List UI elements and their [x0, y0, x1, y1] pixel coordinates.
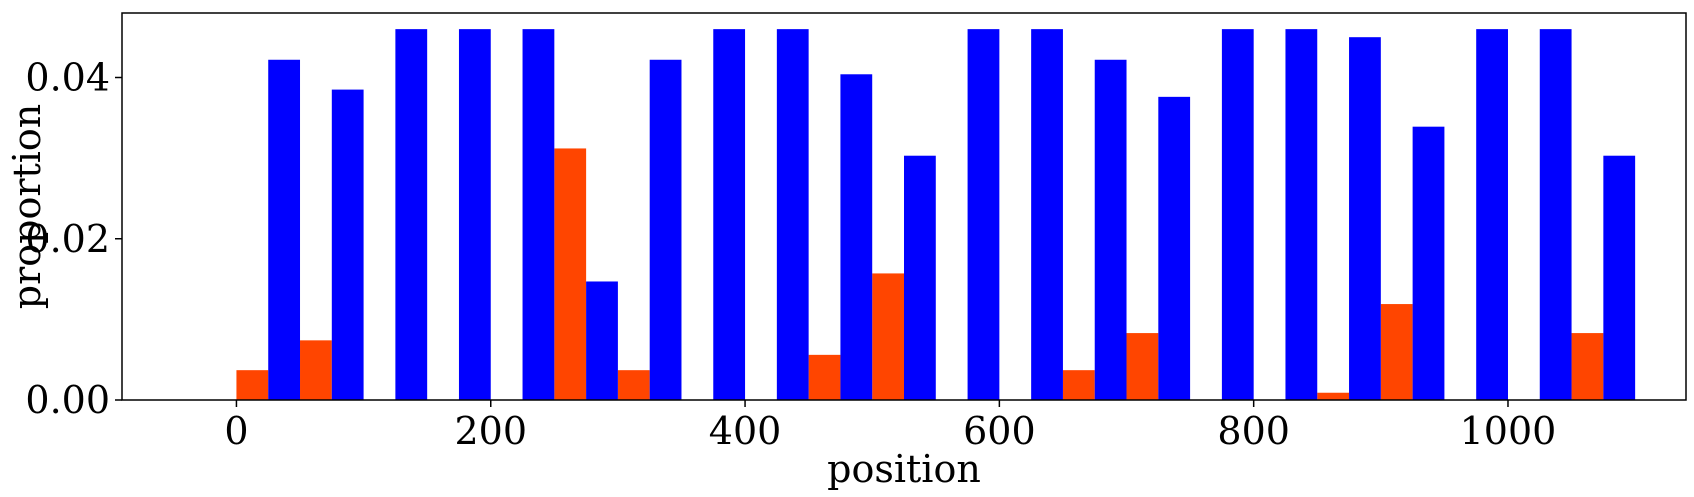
bar-series0-5: [872, 273, 904, 400]
bar-series1-15: [1221, 29, 1254, 400]
bar-series0-9: [1380, 304, 1413, 400]
bar-series1-16: [1285, 29, 1318, 400]
bar-series1-17: [1349, 37, 1381, 400]
x-axis-label: position: [827, 447, 981, 491]
bar-series0-10: [1571, 333, 1604, 400]
bar-series0-4: [808, 354, 841, 400]
bar-series1-8: [776, 29, 809, 400]
x-tick-label-3: 600: [963, 409, 1036, 453]
y-tick-label-2: 0.04: [25, 56, 110, 100]
ticks-group: 0 200 400 600 800 1000 0.00 0.02 0.04: [25, 56, 1556, 454]
plot-frame: [121, 12, 1687, 401]
bar-series1-18: [1412, 126, 1445, 401]
bar-series1-19: [1476, 29, 1508, 400]
x-tick-label-4: 800: [1217, 409, 1290, 453]
bar-series0-2: [554, 148, 587, 400]
bar-series1-11: [967, 29, 1000, 400]
y-axis-label: proportion: [5, 104, 49, 310]
x-tick-label-1: 200: [454, 409, 527, 453]
bar-series1-4: [522, 29, 555, 400]
bars-group: [236, 29, 1636, 401]
bar-series0-7: [1126, 333, 1159, 400]
bar-series1-3: [458, 29, 491, 400]
bar-series1-21: [1603, 155, 1636, 400]
y-tick-label-0: 0.00: [25, 378, 110, 422]
bar-series1-6: [649, 59, 682, 400]
bar-series1-5: [586, 281, 618, 400]
x-tick-label-0: 0: [224, 409, 248, 453]
bar-series0-3: [617, 370, 650, 400]
bar-series1-9: [840, 74, 873, 400]
x-tick-label-2: 400: [709, 409, 782, 453]
bar-series1-7: [713, 29, 746, 400]
bar-series1-20: [1539, 29, 1572, 400]
x-tick-label-5: 1000: [1460, 409, 1557, 453]
bar-series1-1: [331, 89, 364, 400]
bar-series1-0: [268, 59, 301, 400]
bar-series0-8: [1317, 392, 1350, 400]
bar-series0-0: [236, 370, 269, 400]
bar-series1-2: [395, 29, 428, 400]
bar-series1-13: [1094, 59, 1127, 400]
bar-series0-6: [1062, 370, 1095, 400]
bar-series1-12: [1031, 29, 1063, 400]
bar-series0-1: [300, 340, 332, 400]
bar-series1-10: [904, 155, 936, 400]
bar-series1-14: [1158, 96, 1191, 400]
y-tick-label-1: 0.02: [25, 217, 110, 261]
